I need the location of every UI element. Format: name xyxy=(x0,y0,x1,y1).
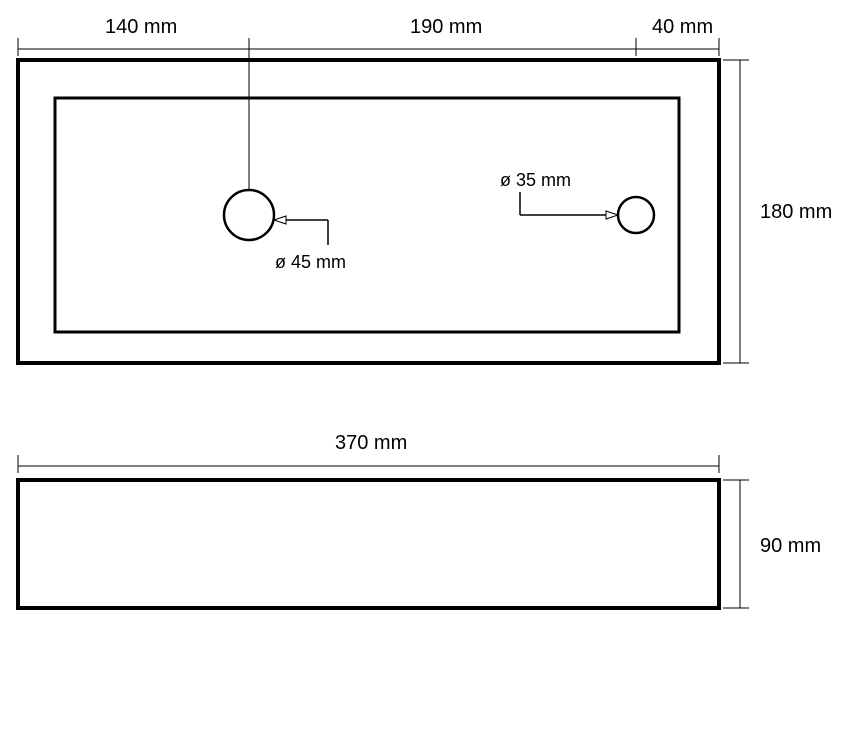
technical-drawing: 140 mm 190 mm 40 mm 180 mm ø 45 mm ø 35 … xyxy=(0,0,865,745)
dim-label: 180 mm xyxy=(760,201,832,223)
hole-45 xyxy=(224,190,274,240)
dim-front-right-90: 90 mm xyxy=(723,480,821,608)
dim-front-top-370: 370 mm xyxy=(18,432,719,473)
dim-right-180: 180 mm xyxy=(723,60,832,363)
dim-label: 40 mm xyxy=(652,16,713,38)
leader-hole2: ø 35 mm xyxy=(500,170,618,219)
top-outer-rect xyxy=(18,60,719,363)
hole1-dia-label: ø 45 mm xyxy=(275,252,346,272)
dim-label: 190 mm xyxy=(410,16,482,38)
front-rect xyxy=(18,480,719,608)
dim-label: 90 mm xyxy=(760,535,821,557)
hole2-dia-label: ø 35 mm xyxy=(500,170,571,190)
hole-35 xyxy=(618,197,654,233)
leader-hole1: ø 45 mm xyxy=(274,216,346,272)
dim-top-190: 190 mm xyxy=(249,16,636,56)
dim-label: 140 mm xyxy=(105,16,177,38)
dim-top-40: 40 mm xyxy=(636,16,719,56)
dim-top-140: 140 mm xyxy=(18,16,249,56)
dim-label: 370 mm xyxy=(335,432,407,454)
